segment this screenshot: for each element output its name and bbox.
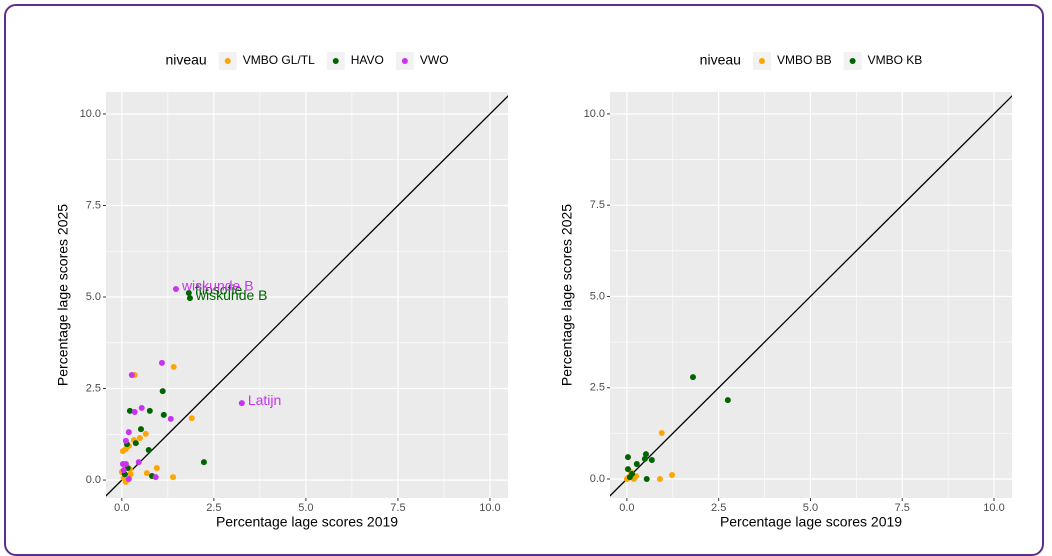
point: [656, 476, 663, 483]
point: [122, 460, 129, 467]
x-axis-title: Percentage lage scores 2019: [216, 514, 398, 530]
legend-label: VMBO GL/TL: [243, 53, 315, 67]
legend-marker: [401, 58, 408, 64]
y-tick-label: 7.5: [590, 199, 605, 211]
point: [128, 371, 135, 378]
point: [185, 289, 192, 296]
point: [127, 471, 134, 478]
point: [145, 447, 152, 454]
point: [624, 454, 631, 461]
point: [135, 459, 142, 466]
point: [122, 445, 129, 452]
legend-title: niveau: [165, 52, 206, 68]
legend-label: VWO: [420, 53, 449, 67]
point: [125, 429, 132, 436]
point: [642, 451, 649, 458]
point: [170, 474, 176, 481]
point: [724, 397, 731, 404]
y-tick-label: 10.0: [80, 108, 101, 120]
point: [152, 474, 159, 481]
y-axis-title: Percentage lage scores 2025: [559, 204, 575, 386]
point: [136, 434, 143, 441]
point: [167, 415, 174, 422]
point: [132, 440, 139, 447]
point: [153, 464, 160, 471]
point: [170, 363, 177, 370]
legend-marker: [849, 58, 856, 64]
point: [125, 475, 132, 482]
point-label: Latijn: [248, 392, 281, 408]
y-tick-label: 10.0: [584, 108, 605, 120]
x-tick-label: 5.0: [803, 502, 818, 514]
point: [188, 415, 195, 422]
legend-label: VMBO BB: [777, 53, 832, 67]
y-tick-label: 2.5: [590, 382, 605, 394]
identity-line: [106, 95, 508, 497]
x-axis-title: Percentage lage scores 2019: [720, 514, 902, 530]
x-tick-label: 10.0: [983, 502, 1004, 514]
y-tick-label: 7.5: [86, 199, 101, 211]
point: [138, 404, 145, 411]
x-tick-label: 7.5: [895, 502, 910, 514]
point: [120, 467, 127, 474]
plot: 0.0 2.5 5.0 7.5 10.0 0.0 2.5 5.0 7.5 10.0 Percenta…: [55, 92, 508, 530]
x-tick-label: 7.5: [390, 502, 405, 514]
point: [641, 455, 648, 462]
point: [158, 359, 165, 366]
identity-line: [610, 95, 1012, 497]
legend-label: VMBO KB: [868, 53, 923, 67]
legend-marker: [332, 58, 339, 64]
y-tick-label: 5.0: [86, 291, 101, 303]
x-tick-label: 0.0: [619, 502, 634, 514]
point: [658, 430, 665, 437]
point: [669, 471, 676, 478]
point: [142, 430, 149, 437]
point: [626, 474, 633, 481]
y-tick-label: 0.0: [590, 473, 605, 485]
point: [238, 400, 245, 407]
point-label: wiskunde B: [181, 278, 254, 294]
y-tick-label: 5.0: [590, 290, 605, 302]
x-tick-label: 5.0: [298, 502, 313, 514]
point: [122, 437, 129, 444]
point: [624, 466, 631, 473]
y-axis-title: Percentage lage scores 2025: [55, 204, 71, 386]
point: [186, 295, 193, 302]
point: [146, 407, 153, 414]
y-tick-label: 2.5: [86, 382, 101, 394]
legend-marker: [224, 58, 231, 64]
y-tick-label: 0.0: [86, 474, 101, 486]
point: [159, 388, 166, 395]
legend-title: niveau: [700, 52, 741, 68]
legend: niveau VMBO GL/TL HAVO VWO: [165, 52, 449, 70]
point: [689, 374, 696, 381]
legend: niveau VMBO BB VMBO KB: [700, 52, 923, 70]
x-tick-label: 2.5: [711, 502, 726, 514]
point: [200, 459, 207, 466]
x-tick-label: 10.0: [479, 502, 500, 514]
x-tick-label: 0.0: [114, 502, 129, 514]
point: [131, 408, 138, 415]
point: [643, 476, 650, 483]
point: [172, 285, 179, 292]
legend-marker: [758, 58, 765, 64]
point-label: filosofie: [195, 282, 243, 298]
point-label: wiskunde B: [195, 287, 268, 303]
point: [633, 461, 640, 468]
x-tick-label: 2.5: [206, 502, 221, 514]
legend-label: HAVO: [351, 53, 384, 67]
point: [137, 426, 144, 433]
point: [143, 470, 150, 477]
point: [126, 407, 133, 414]
point: [160, 411, 167, 418]
point: [648, 457, 655, 464]
plot: 0.0 2.5 5.0 7.5 10.0 0.0 2.5 5.0 7.5 10.0 Percenta…: [559, 92, 1012, 530]
